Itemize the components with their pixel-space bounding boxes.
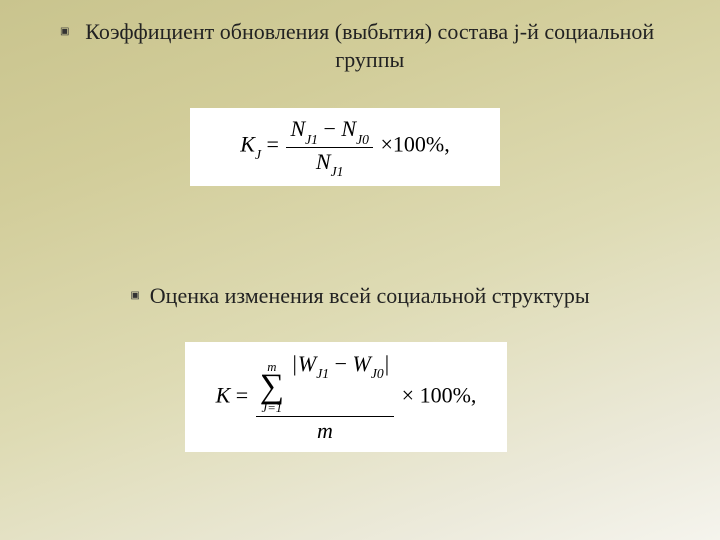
- f2-fraction: m ∑ J=1 |WJ1 − WJ0| m: [256, 351, 394, 444]
- f2-den-var: m: [317, 418, 333, 443]
- bullet-marker-icon: ▣: [60, 18, 69, 46]
- f1-den-sub: J1: [331, 164, 344, 179]
- f1-fraction: NJ1 − NJ0 NJ1: [286, 116, 373, 177]
- f1-num-sub2: J0: [356, 132, 369, 147]
- f2-num-var1: W: [298, 351, 316, 376]
- f1-numerator: NJ1 − NJ0: [286, 116, 373, 145]
- equals-sign: =: [267, 132, 285, 157]
- equals-sign: =: [236, 382, 254, 407]
- times-sign: ×: [380, 132, 392, 157]
- minus-sign: −: [324, 116, 342, 141]
- f1-denominator: NJ1: [312, 149, 348, 178]
- f2-tail: 100%,: [420, 382, 477, 407]
- f2-sum-bottom: J=1: [262, 402, 283, 415]
- minus-sign: −: [335, 351, 353, 376]
- f1-den-var: N: [316, 149, 331, 174]
- f2-denominator: m: [313, 418, 337, 443]
- slide: ▣ Коэффициент обновления (выбытия) соста…: [0, 0, 720, 540]
- bullet-2: ▣ Оценка изменения всей социальной струк…: [60, 282, 660, 310]
- formula-2: K = m ∑ J=1 |WJ1 − WJ0| m: [185, 342, 507, 452]
- formula-2-content: K = m ∑ J=1 |WJ1 − WJ0| m: [216, 351, 477, 444]
- abs-bar: |: [384, 351, 390, 376]
- sigma-icon: ∑: [260, 373, 284, 402]
- f1-tail: 100%,: [393, 132, 450, 157]
- f2-num-sub1: J1: [316, 366, 329, 381]
- f1-num-sub1: J1: [305, 132, 318, 147]
- f1-num-var2: N: [341, 116, 356, 141]
- bullet-1: ▣ Коэффициент обновления (выбытия) соста…: [60, 18, 660, 74]
- fraction-bar: [256, 416, 394, 417]
- formula-1-content: KJ = NJ1 − NJ0 NJ1 ×100%,: [240, 116, 449, 177]
- f1-lhs-sub: J: [255, 147, 261, 162]
- bullet-1-text: Коэффициент обновления (выбытия) состава…: [79, 18, 660, 74]
- formula-1: KJ = NJ1 − NJ0 NJ1 ×100%,: [190, 108, 500, 186]
- f2-num-var2: W: [353, 351, 371, 376]
- f2-lhs-var: K: [216, 382, 231, 407]
- f2-num-sub2: J0: [371, 366, 384, 381]
- f1-lhs-var: K: [240, 132, 255, 157]
- f1-num-var1: N: [290, 116, 305, 141]
- times-sign: ×: [402, 382, 420, 407]
- bullet-2-text: Оценка изменения всей социальной структу…: [150, 282, 590, 310]
- summation-icon: m ∑ J=1: [260, 361, 284, 416]
- bullet-marker-icon: ▣: [130, 282, 139, 310]
- f2-numerator: m ∑ J=1 |WJ1 − WJ0|: [256, 351, 394, 416]
